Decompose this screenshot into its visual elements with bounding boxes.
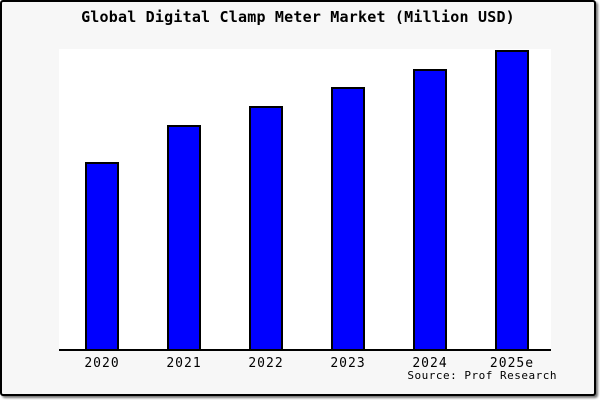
x-tick-label-2024: 2024 [412, 356, 448, 371]
bar-2025e [495, 50, 529, 349]
x-tick-label-2022: 2022 [248, 356, 284, 371]
bar-2023 [331, 87, 365, 349]
bar-2021 [167, 125, 201, 349]
bar-2024 [413, 69, 447, 349]
x-tick-label-2021: 2021 [166, 356, 202, 371]
chart-title: Global Digital Clamp Meter Market (Milli… [81, 8, 515, 26]
bar-2022 [249, 106, 283, 349]
bar-2020 [85, 162, 119, 349]
source-note: Source: Prof Research [407, 369, 557, 382]
x-tick-label-2025e: 2025e [489, 356, 535, 371]
x-tick-label-2020: 2020 [84, 356, 120, 371]
x-tick-label-2023: 2023 [330, 356, 366, 371]
plot-area [59, 49, 551, 351]
